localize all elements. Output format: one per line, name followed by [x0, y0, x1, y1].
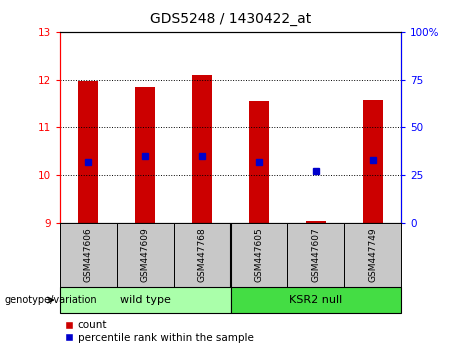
Bar: [60, 223, 117, 287]
Text: genotype/variation: genotype/variation: [5, 295, 97, 305]
Text: GSM447605: GSM447605: [254, 228, 263, 282]
Bar: [249, 101, 269, 223]
Text: GSM447606: GSM447606: [84, 228, 93, 282]
Bar: [306, 221, 326, 223]
Bar: [192, 75, 212, 223]
Bar: [344, 223, 401, 287]
Text: wild type: wild type: [120, 295, 171, 305]
Bar: [287, 223, 344, 287]
Text: GSM447768: GSM447768: [198, 228, 207, 282]
Bar: [230, 287, 401, 313]
Bar: [363, 100, 383, 223]
Text: KSR2 null: KSR2 null: [289, 295, 343, 305]
Bar: [174, 223, 230, 287]
Text: GSM447749: GSM447749: [368, 228, 377, 282]
Text: GSM447607: GSM447607: [311, 228, 320, 282]
Legend: count, percentile rank within the sample: count, percentile rank within the sample: [65, 320, 254, 343]
Bar: [117, 223, 174, 287]
Bar: [78, 81, 98, 223]
Text: GDS5248 / 1430422_at: GDS5248 / 1430422_at: [150, 12, 311, 27]
Text: GSM447609: GSM447609: [141, 228, 150, 282]
Bar: [230, 223, 287, 287]
Bar: [135, 87, 155, 223]
Bar: [60, 287, 230, 313]
